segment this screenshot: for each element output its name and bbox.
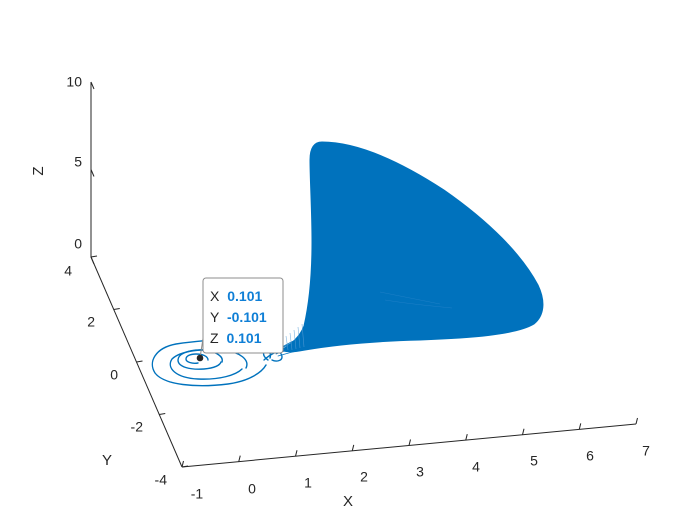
x-tick-2 bbox=[295, 450, 298, 457]
z-tick-label-0: 0 bbox=[74, 236, 82, 252]
datatip-z-label: Z bbox=[210, 330, 219, 346]
z-tick-0 bbox=[90, 256, 95, 265]
x-tick-label-6: 6 bbox=[586, 448, 594, 464]
x-tick-label-0: 0 bbox=[248, 481, 256, 497]
wing-fold-lines bbox=[379, 291, 453, 309]
datatip-y-value: -0.101 bbox=[227, 309, 267, 325]
y-axis-label: Y bbox=[102, 452, 112, 469]
datatip-x-row: X 0.101 bbox=[210, 288, 262, 304]
x-tick-label-m1: -1 bbox=[191, 486, 204, 502]
wing-striations bbox=[285, 323, 305, 351]
x-tick-label-3: 3 bbox=[416, 464, 424, 480]
datatip[interactable]: X 0.101 Y -0.101 Z 0.101 bbox=[196, 277, 284, 362]
attractor-wing[interactable] bbox=[279, 141, 544, 353]
x-tick-label-7: 7 bbox=[642, 443, 650, 459]
x-tick-label-5: 5 bbox=[530, 453, 538, 469]
x-tick-7 bbox=[578, 423, 582, 430]
datatip-x-value: 0.101 bbox=[227, 288, 262, 304]
y-tick-0 bbox=[181, 465, 189, 468]
trajectory-tail-core-loop bbox=[185, 353, 209, 364]
datatip-y-label: Y bbox=[210, 309, 220, 325]
y-tick-label-0: 0 bbox=[110, 367, 118, 383]
y-tick-label-4: 4 bbox=[64, 263, 72, 279]
x-tick-0 bbox=[181, 460, 184, 468]
datatip-box bbox=[202, 277, 284, 354]
y-tick-4 bbox=[90, 255, 98, 258]
x-tick-label-4: 4 bbox=[472, 459, 480, 475]
x-tick-6 bbox=[522, 428, 525, 435]
y-tick-2 bbox=[136, 360, 143, 363]
datatip-x-label: X bbox=[210, 288, 220, 304]
datatip-z-row: Z 0.101 bbox=[210, 330, 262, 346]
datatip-z-value: 0.101 bbox=[226, 330, 261, 346]
x-tick-4 bbox=[408, 439, 411, 446]
axis-ticks bbox=[90, 81, 638, 468]
z-tick-label-10: 10 bbox=[66, 74, 82, 90]
z-tick-label-5: 5 bbox=[74, 154, 82, 170]
x-tick-1 bbox=[238, 455, 241, 462]
datatip-y-row: Y -0.101 bbox=[210, 309, 267, 325]
z-axis-label: Z bbox=[30, 166, 47, 175]
y-tick-label-m2: -2 bbox=[131, 419, 144, 435]
datatip-marker[interactable] bbox=[196, 354, 204, 362]
z-tick-1 bbox=[90, 169, 95, 177]
x-tick-label-2: 2 bbox=[360, 469, 368, 485]
x-tick-3 bbox=[351, 444, 355, 451]
y-tick-label-m4: -4 bbox=[155, 472, 168, 488]
x-tick-label-1: 1 bbox=[304, 475, 312, 491]
z-tick-2 bbox=[90, 81, 95, 90]
y-tick-1 bbox=[159, 413, 166, 415]
y-tick-label-2: 2 bbox=[87, 314, 95, 330]
y-tick-3 bbox=[113, 308, 120, 310]
x-axis-label: X bbox=[343, 493, 353, 510]
x-tick-8 bbox=[635, 417, 638, 425]
x-tick-5 bbox=[465, 434, 468, 441]
